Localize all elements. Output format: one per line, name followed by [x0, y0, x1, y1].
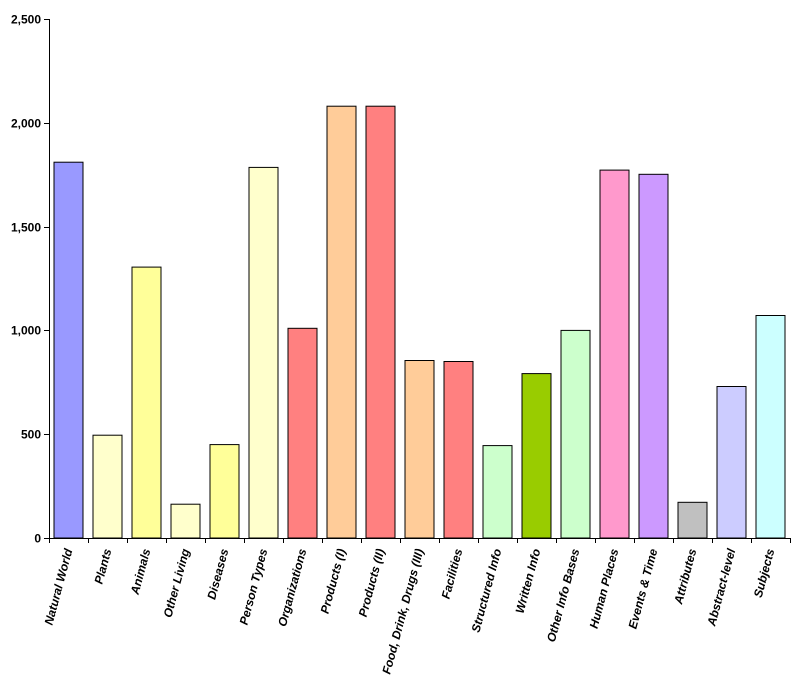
- x-category-label: Animals: [128, 547, 154, 597]
- bar-natural-world: [53, 161, 84, 539]
- y-tick-label: 1,500: [11, 221, 41, 235]
- bar-products-ii: [365, 105, 396, 539]
- bar-structured-info: [482, 445, 513, 539]
- bar-plants: [92, 434, 123, 539]
- x-category-label: Abstract-level: [704, 547, 738, 629]
- x-category-label: Products (I): [318, 547, 349, 615]
- x-category-label: Written Info: [513, 547, 544, 615]
- x-category-label: Person Types: [237, 547, 271, 627]
- x-category-label: Structured Info: [469, 547, 505, 634]
- y-tick-label: 0: [34, 532, 41, 546]
- x-category-label: Products (II): [356, 547, 388, 618]
- bar-other-info-bases: [560, 329, 591, 539]
- x-axis: Natural World Plants Animals Other Living Di…: [42, 538, 791, 676]
- x-category-label: Facilities: [439, 547, 466, 601]
- x-category-label: Attributes: [671, 547, 700, 607]
- bar-subjects: [755, 315, 786, 539]
- y-axis: 0 500 1,000 1,500 2,000 2,500: [11, 13, 50, 546]
- bar-person-types: [248, 166, 279, 539]
- x-category-label: Organizations: [275, 547, 309, 628]
- x-category-label: Diseases: [204, 547, 231, 601]
- bar-products-i: [326, 105, 357, 539]
- x-category-label: Human Places: [587, 547, 622, 630]
- bars: [53, 105, 786, 539]
- bar-events-time: [638, 173, 669, 539]
- bar-food-drink-drugs-iii: [404, 360, 435, 539]
- x-category-label: Subjects: [751, 547, 778, 599]
- bar-other-living: [170, 503, 201, 539]
- x-category-label: Plants: [92, 547, 115, 586]
- bar-animals: [131, 266, 162, 539]
- bar-attributes: [677, 501, 708, 539]
- x-category-label: Other Living: [161, 547, 193, 620]
- bar-facilities: [443, 361, 474, 539]
- x-category-label: Other Info Bases: [544, 547, 582, 644]
- x-category-label: Natural World: [42, 547, 76, 627]
- bar-abstract-level: [716, 386, 747, 539]
- bar-organizations: [287, 327, 318, 539]
- y-tick-label: 500: [21, 428, 41, 442]
- x-category-label: Events & Time: [626, 547, 661, 631]
- y-tick-label: 2,500: [11, 13, 41, 27]
- bar-diseases: [209, 444, 240, 539]
- y-tick-label: 1,000: [11, 324, 41, 338]
- bar-human-places: [599, 169, 630, 539]
- x-category-label: Food, Drink, Drugs (III): [379, 547, 426, 676]
- y-tick-label: 2,000: [11, 117, 41, 131]
- bar-written-info: [521, 373, 552, 539]
